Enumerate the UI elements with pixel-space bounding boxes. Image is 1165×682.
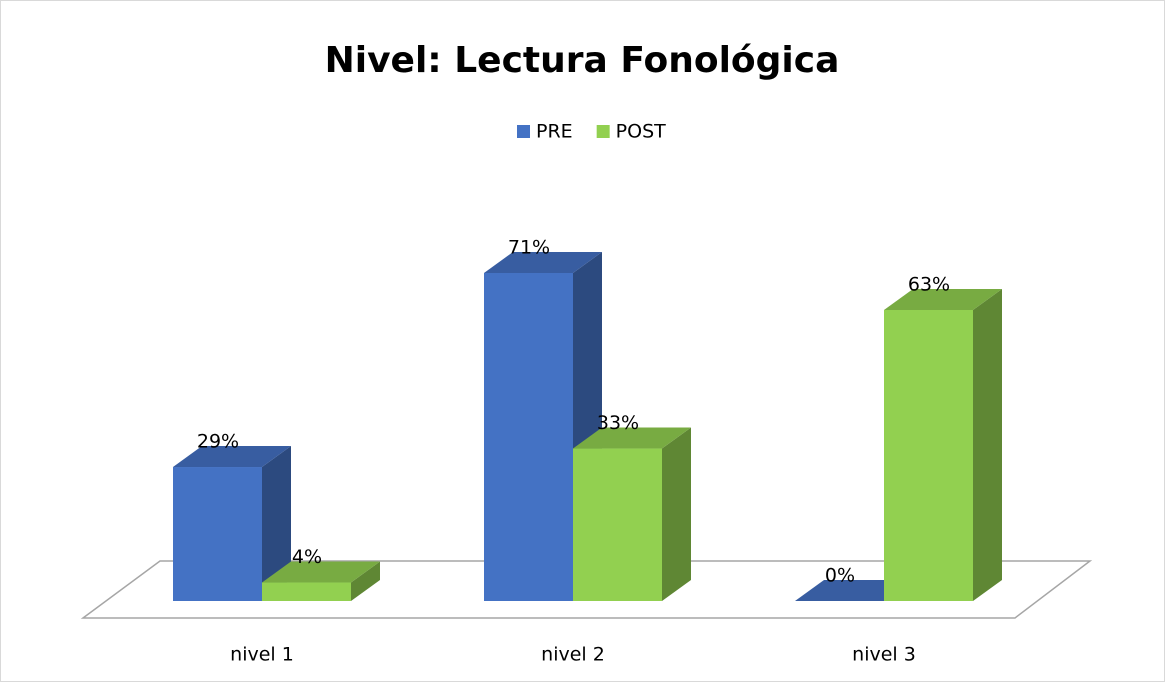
bar-top	[484, 251, 602, 273]
legend-label: PRE	[536, 121, 573, 143]
bar-top	[795, 580, 913, 601]
data-label: 4%	[292, 546, 322, 568]
bar-front	[573, 448, 662, 601]
bar-side	[662, 427, 691, 601]
data-label: 63%	[908, 273, 950, 295]
bar	[884, 288, 1002, 601]
bar-front	[884, 309, 973, 601]
x-tick-label: nivel 2	[541, 644, 605, 666]
x-tick-label: nivel 3	[852, 644, 916, 666]
bar	[173, 446, 291, 601]
bar-front	[262, 582, 351, 601]
data-label: 33%	[597, 412, 639, 434]
data-label: 71%	[508, 236, 550, 258]
bar	[262, 561, 380, 601]
data-label: 29%	[197, 431, 239, 453]
bar	[573, 427, 691, 601]
bar-top	[884, 288, 1002, 310]
bar-side	[351, 561, 380, 601]
bar-top	[573, 427, 691, 449]
bar-front	[484, 272, 573, 601]
bar-side	[973, 288, 1002, 601]
data-label: 0%	[825, 565, 855, 587]
legend-swatch	[596, 125, 610, 138]
bar	[795, 580, 913, 601]
legend-swatch	[517, 125, 530, 138]
bar-side	[262, 446, 291, 601]
bar-front	[173, 467, 262, 601]
bar-top	[262, 561, 380, 583]
chart-title: Nivel: Lectura Fonológica	[325, 40, 840, 81]
bar-top	[173, 446, 291, 468]
x-tick-label: nivel 1	[230, 644, 294, 666]
legend-label: POST	[616, 121, 666, 143]
